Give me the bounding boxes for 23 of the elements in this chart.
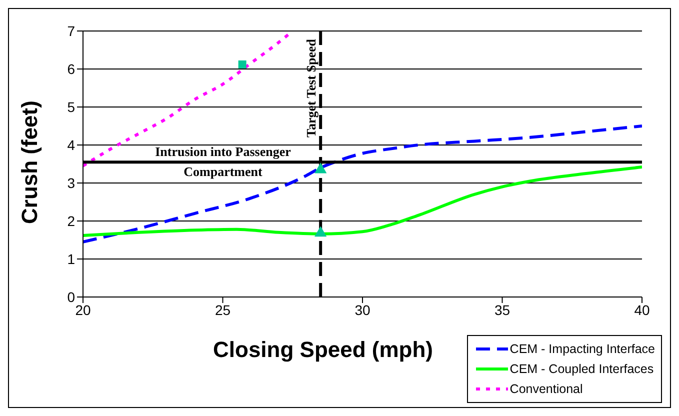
y-tick-label: 1 [67,250,76,267]
ref-line-label: Target Test Speed [304,38,319,138]
x-tick-label: 40 [634,302,650,318]
point [238,60,246,68]
y-tick-label: 6 [67,60,76,77]
x-tick-label: 20 [75,302,91,318]
y-tick-label: 4 [67,136,76,153]
x-tick-label: 25 [214,302,231,318]
y-tick-label: 5 [67,98,76,115]
y-tick-label: 7 [67,22,76,39]
y-tick-label: 0 [67,288,76,305]
y-axis-title: Crush (feet) [16,100,42,224]
y-tick-label: 3 [67,174,76,191]
point [314,162,327,174]
legend-label: CEM - Coupled Interfaces [510,362,654,376]
legend-label: CEM - Impacting Interface [510,342,655,356]
x-tick-label: 35 [494,302,510,318]
ref-line-label: Intrusion into Passenger Compartment [155,144,292,180]
y-tick-label: 2 [67,212,76,229]
x-axis-title: Closing Speed (mph) [213,337,433,362]
legend-label: Conventional [510,382,583,396]
x-tick-label: 30 [354,302,370,318]
point [314,226,327,237]
